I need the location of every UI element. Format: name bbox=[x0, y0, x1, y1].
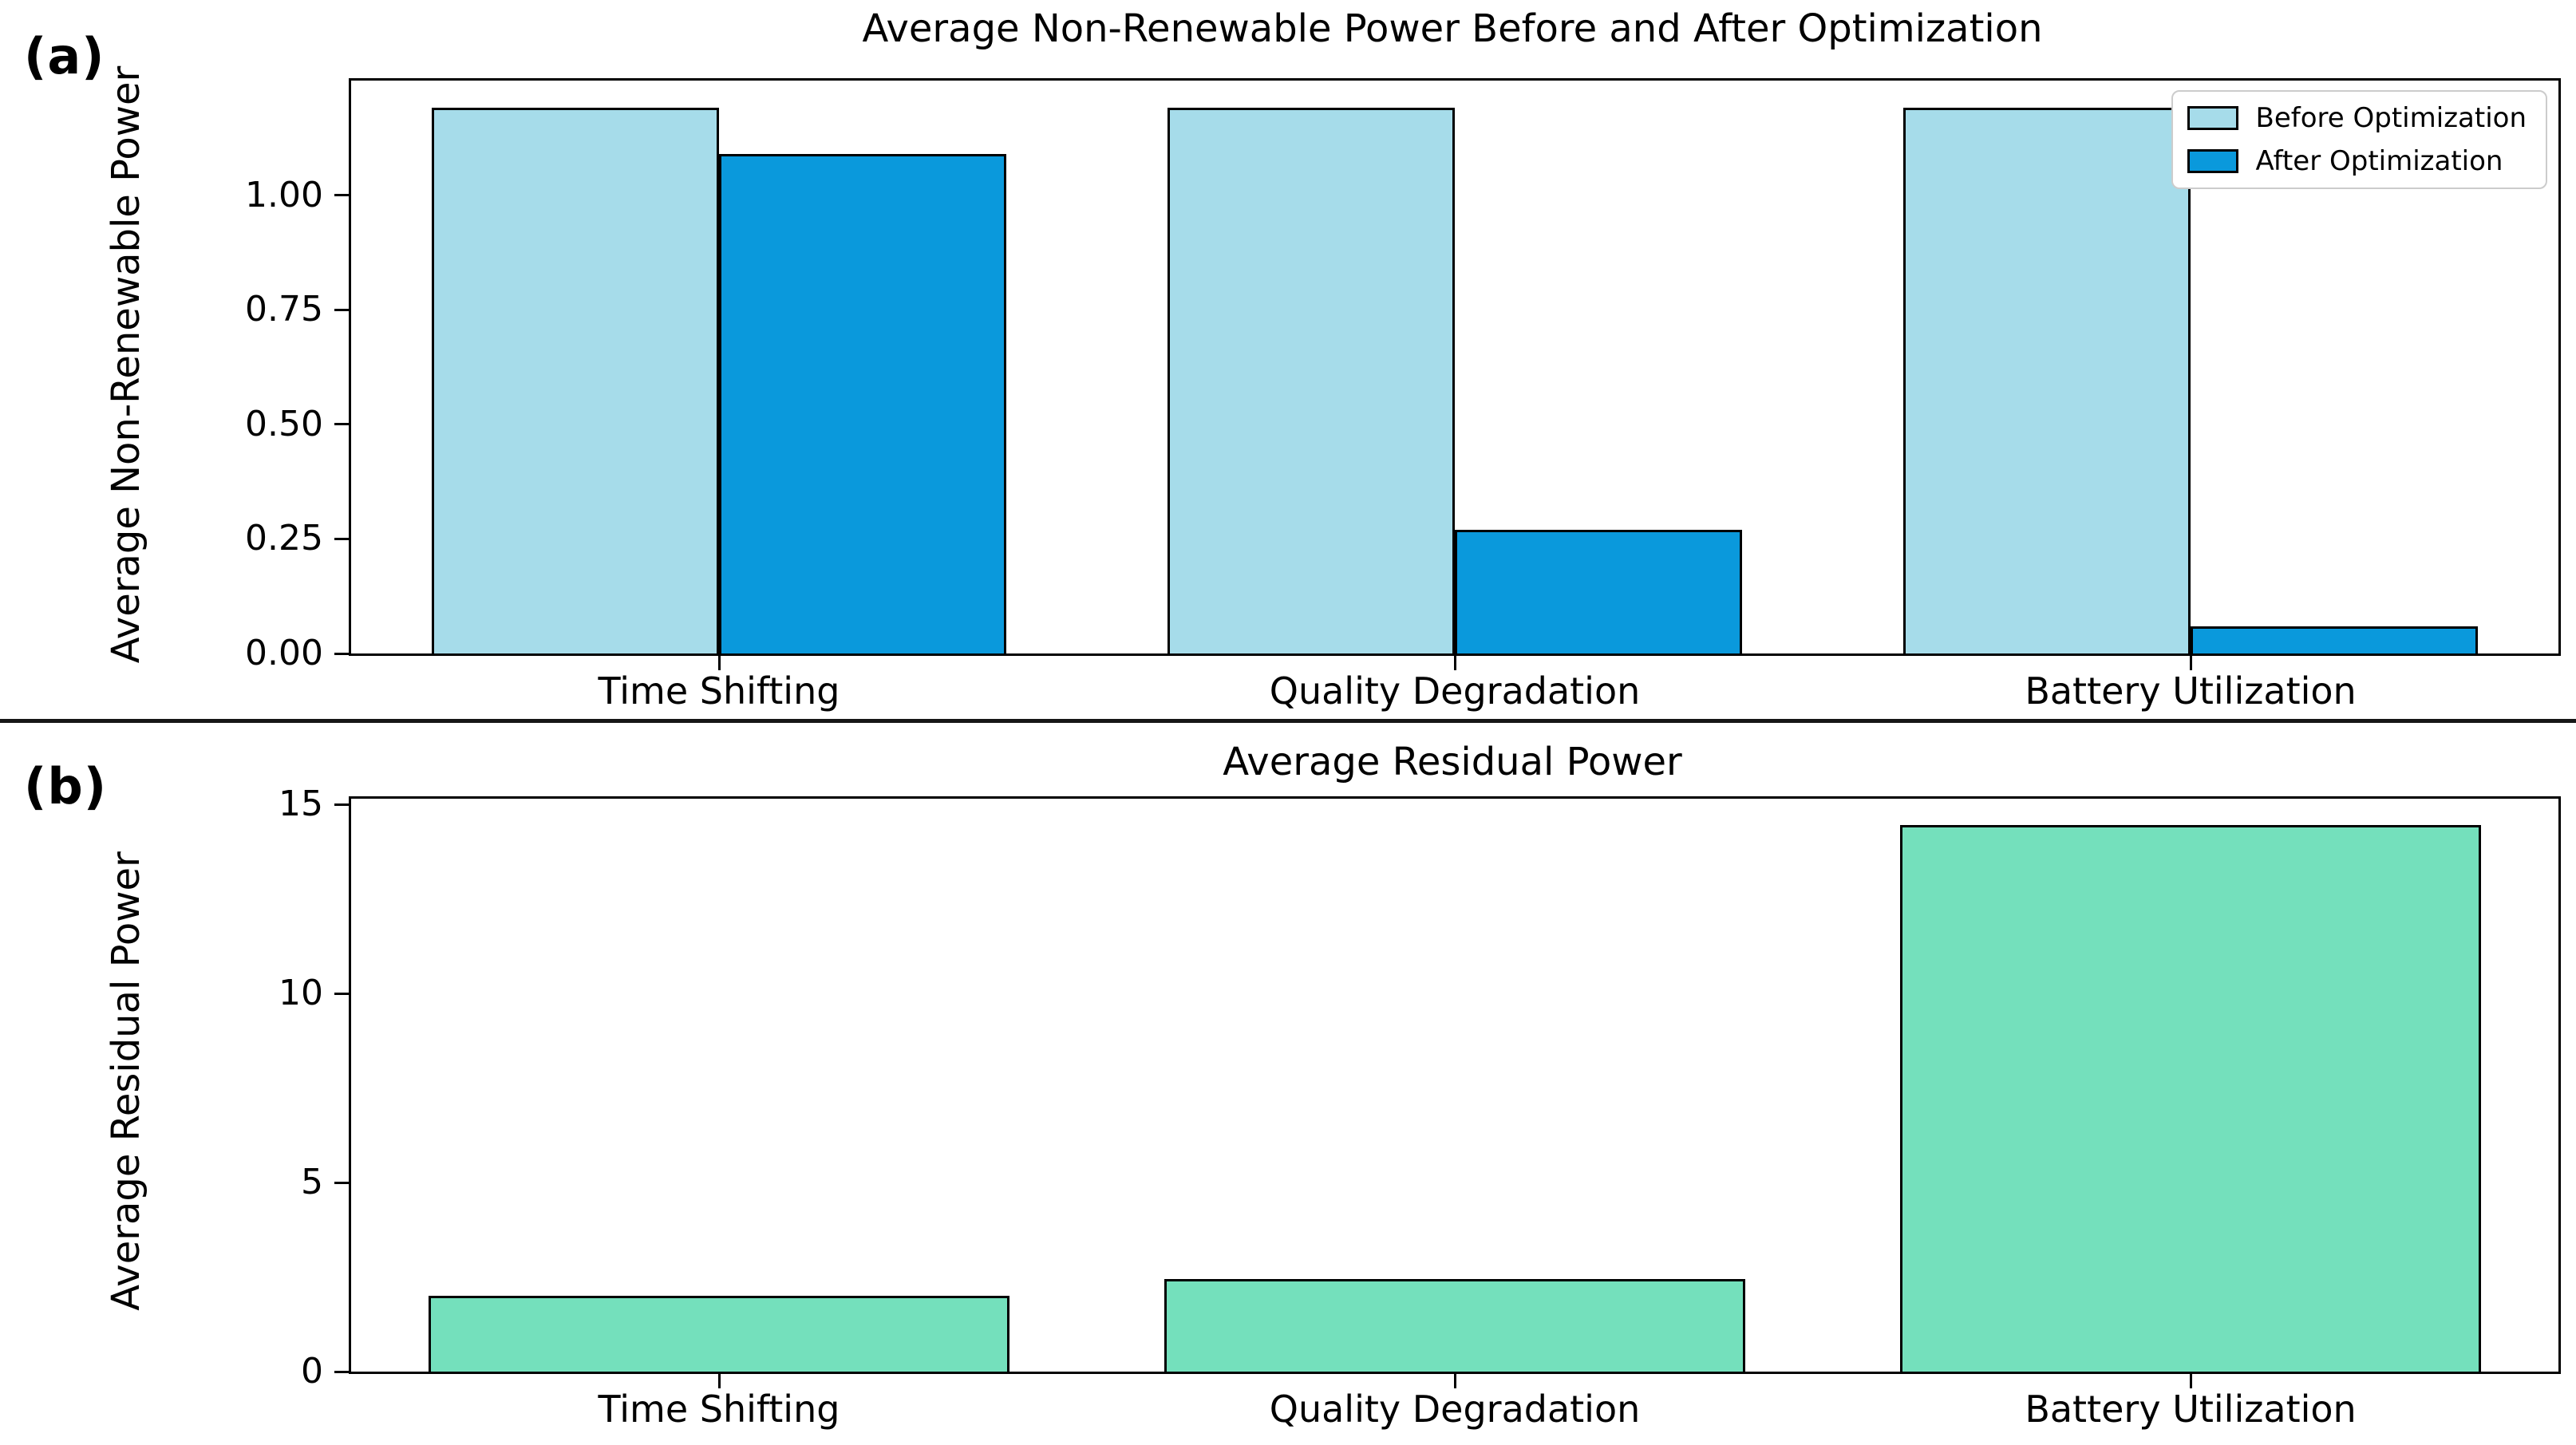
x-tick-label-quality-degradation: Quality Degradation bbox=[1269, 1388, 1641, 1431]
bar-after-optimization-battery-utilization bbox=[2191, 626, 2478, 653]
bar-before-optimization-battery-utilization bbox=[1903, 108, 2191, 653]
x-tick-label-quality-degradation: Quality Degradation bbox=[1269, 669, 1641, 713]
chart-a-y-ticks: 0.00 0.25 0.50 0.75 1.00 bbox=[245, 81, 2558, 671]
legend-label-before-optimization: Before Optimization bbox=[2255, 102, 2527, 134]
legend: Before Optimization After Optimization bbox=[2171, 90, 2547, 189]
legend-swatch-before-optimization bbox=[2187, 106, 2238, 130]
y-tick-label: 0 bbox=[301, 1351, 323, 1392]
panel-label-a: (a) bbox=[24, 27, 105, 85]
chart-a-y-axis-label: Average Non-Renewable Power bbox=[104, 65, 148, 664]
y-tick-mark bbox=[334, 803, 349, 806]
panel-divider-line bbox=[0, 719, 2576, 723]
x-tick-mark bbox=[2189, 656, 2192, 670]
legend-swatch-after-optimization bbox=[2187, 149, 2238, 173]
x-tick-label-time-shifting: Time Shifting bbox=[598, 1388, 840, 1431]
bar-before-optimization-quality-degradation bbox=[1167, 108, 1455, 653]
legend-label-after-optimization: After Optimization bbox=[2255, 145, 2503, 177]
bar-average-residual-power-battery-utilization bbox=[1899, 825, 2482, 1372]
x-tick-mark bbox=[717, 1374, 721, 1388]
y-tick-mark bbox=[334, 194, 349, 197]
bar-after-optimization-time-shifting bbox=[719, 153, 1006, 653]
bar-after-optimization-quality-degradation bbox=[1455, 529, 1742, 653]
chart-a-title: Average Non-Renewable Power Before and A… bbox=[862, 6, 2043, 51]
y-tick-mark bbox=[334, 423, 349, 426]
chart-b-y-ticks: 0 5 10 15 bbox=[279, 787, 2558, 1389]
y-tick-mark bbox=[334, 992, 349, 995]
x-tick-label-time-shifting: Time Shifting bbox=[598, 669, 840, 713]
legend-entry-before: Before Optimization bbox=[2187, 103, 2527, 133]
y-tick-mark bbox=[334, 1181, 349, 1184]
x-tick-mark bbox=[1453, 656, 1456, 670]
chart-a-bars bbox=[351, 81, 2558, 653]
chart-b-y-axis-label: Average Residual Power bbox=[104, 851, 148, 1311]
legend-entry-after: After Optimization bbox=[2187, 146, 2527, 176]
y-tick-mark bbox=[334, 308, 349, 311]
chart-b-bars bbox=[351, 799, 2558, 1372]
chart-b-title: Average Residual Power bbox=[1223, 740, 1682, 784]
bar-average-residual-power-quality-degradation bbox=[1164, 1278, 1746, 1372]
chart-panel-a: (a) Average Non-Renewable Power Before a… bbox=[0, 0, 2576, 721]
y-tick-label: 15 bbox=[279, 784, 323, 825]
chart-panel-b: (b) Average Residual Power Average Resid… bbox=[0, 721, 2576, 1445]
y-tick-label: 0.50 bbox=[245, 403, 323, 444]
y-tick-label: 10 bbox=[279, 973, 323, 1014]
y-tick-mark bbox=[334, 537, 349, 540]
x-tick-mark bbox=[1453, 1374, 1456, 1388]
chart-a-plot-area: 0.00 0.25 0.50 0.75 1.00 Time Shifting Qualit… bbox=[245, 78, 2561, 711]
bar-average-residual-power-time-shifting bbox=[428, 1296, 1010, 1372]
y-tick-mark bbox=[334, 1370, 349, 1373]
panel-label-b: (b) bbox=[24, 757, 108, 815]
x-tick-mark bbox=[717, 656, 721, 670]
chart-a-x-ticks: Time Shifting Quality Degradation Battery … bbox=[351, 81, 2558, 711]
y-tick-label: 1.00 bbox=[245, 174, 323, 215]
y-tick-label: 0.75 bbox=[245, 289, 323, 330]
chart-b-plot-area: 0 5 10 15 Time Shifting Quality Degradation B… bbox=[279, 787, 2561, 1429]
x-tick-mark bbox=[2189, 1374, 2192, 1388]
y-tick-label: 0.00 bbox=[245, 633, 323, 673]
y-tick-label: 5 bbox=[301, 1162, 323, 1203]
x-tick-label-battery-utilization: Battery Utilization bbox=[2025, 1388, 2357, 1431]
x-tick-label-battery-utilization: Battery Utilization bbox=[2025, 669, 2357, 713]
y-tick-label: 0.25 bbox=[245, 518, 323, 559]
y-tick-mark bbox=[334, 652, 349, 655]
bar-before-optimization-time-shifting bbox=[432, 108, 719, 653]
chart-b-x-ticks: Time Shifting Quality Degradation Battery … bbox=[351, 799, 2558, 1429]
